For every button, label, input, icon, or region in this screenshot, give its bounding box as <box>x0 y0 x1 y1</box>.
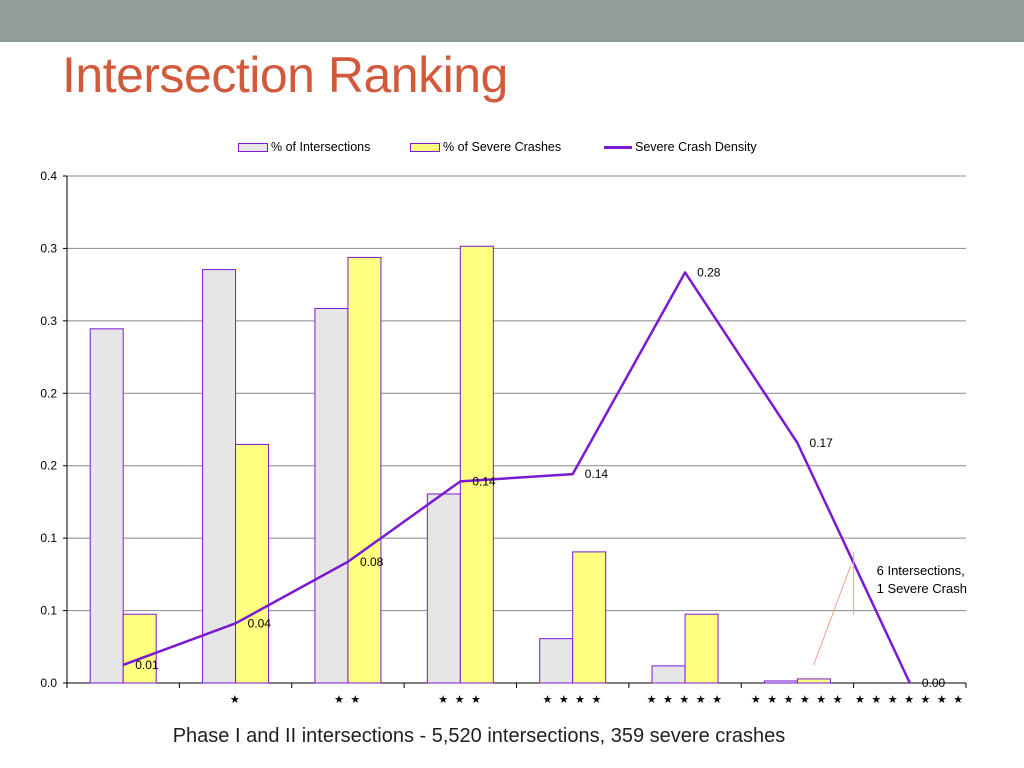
x-tick-label: ★ ★ ★ ★ ★ ★ <box>751 693 844 706</box>
density-line <box>122 271 911 684</box>
bar-severe-crashes <box>235 443 270 684</box>
annotation-text: 1 Severe Crash <box>877 581 967 596</box>
bar-intersections <box>763 680 798 684</box>
x-tick-label: ★ ★ ★ ★ ★ ★ ★ <box>855 693 965 706</box>
density-data-label: 0.28 <box>697 265 721 279</box>
y-tick-label: 0.4 <box>40 169 57 183</box>
legend-label-crash-density: Severe Crash Density <box>635 140 757 154</box>
legend-label-intersections: % of Intersections <box>271 140 371 154</box>
top-bar <box>0 0 1024 42</box>
x-tick-label: ★ ★ ★ <box>438 693 482 706</box>
y-tick-label: 0.1 <box>40 531 57 545</box>
density-data-label: 0.14 <box>472 474 496 488</box>
y-tick-label: 0.2 <box>40 459 57 473</box>
bar-intersections <box>314 308 349 684</box>
density-data-label: 0.01 <box>135 658 159 672</box>
density-data-label: 0.04 <box>248 616 272 630</box>
y-tick-label: 0.3 <box>40 241 57 255</box>
density-data-label: 0.17 <box>809 436 833 450</box>
x-tick-label: ★ ★ <box>334 693 362 706</box>
density-data-label: 0.08 <box>360 555 384 569</box>
bar-intersections <box>426 493 461 684</box>
legend-label-severe-crashes: % of Severe Crashes <box>443 140 562 154</box>
bar-severe-crashes <box>122 613 157 684</box>
x-tick-label: ★ <box>230 693 241 706</box>
bar-intersections <box>202 269 237 684</box>
legend-swatch-crash-density <box>604 145 632 149</box>
bar-intersections <box>89 328 124 684</box>
bar-severe-crashes <box>684 613 719 684</box>
y-tick-label: 0.3 <box>40 314 57 328</box>
y-tick-label: 0.0 <box>40 676 57 690</box>
annotation-text: 6 Intersections, <box>877 563 965 578</box>
x-tick-label: ★ ★ ★ ★ <box>542 693 602 706</box>
bar-severe-crashes <box>347 256 382 684</box>
legend-item-intersections: % of Intersections <box>238 140 370 154</box>
bar-severe-crashes <box>459 245 494 684</box>
legend-item-crash-density: Severe Crash Density <box>604 140 757 154</box>
legend-item-severe-crashes: % of Severe Crashes <box>410 140 561 154</box>
slide-caption: Phase I and II intersections - 5,520 int… <box>172 725 786 747</box>
bar-severe-crashes <box>796 678 831 684</box>
slide-title: Intersection Ranking <box>62 47 508 103</box>
bar-severe-crashes <box>572 551 607 684</box>
annotation-leader <box>813 565 852 666</box>
bar-intersections <box>651 665 686 684</box>
legend-swatch-severe-crashes <box>410 142 440 152</box>
legend-swatch-intersections <box>238 142 268 152</box>
density-data-label: 0.14 <box>585 467 609 481</box>
y-tick-label: 0.1 <box>40 604 57 618</box>
bar-intersections <box>539 638 574 684</box>
x-tick-label: ★ ★ ★ ★ ★ <box>647 693 724 706</box>
density-data-label: 0.00 <box>922 676 946 690</box>
y-tick-label: 0.2 <box>40 386 57 400</box>
